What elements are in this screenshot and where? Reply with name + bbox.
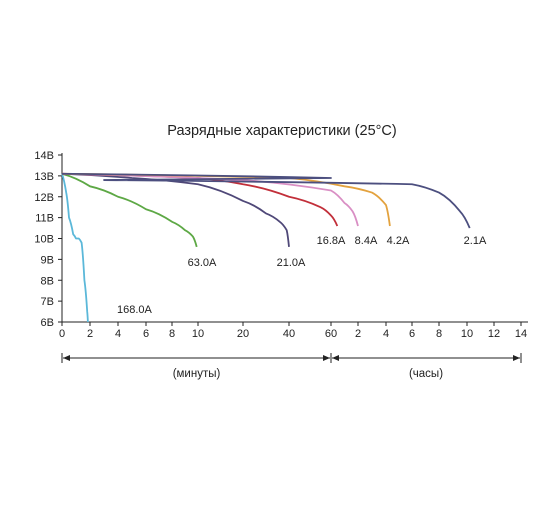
x-tick-label: 12 [488, 328, 500, 340]
segment-label: (минуты) [173, 368, 221, 380]
y-tick-label: 12В [34, 192, 54, 204]
y-tick-label: 8В [41, 275, 54, 287]
x-tick-label: 0 [59, 328, 65, 340]
series-label: 8.4A [355, 235, 378, 247]
segment-arrow-left [63, 355, 70, 361]
series-line-8.4A [61, 172, 359, 227]
x-tick-label: 40 [283, 328, 295, 340]
segment-arrow-left [332, 355, 339, 361]
series-label: 63.0A [188, 257, 217, 269]
x-tick-label: 14 [515, 328, 527, 340]
y-tick-label: 14В [34, 150, 54, 162]
segment-label: (часы) [409, 368, 443, 380]
x-tick-label: 6 [409, 328, 415, 340]
series-label: 16.8A [317, 235, 346, 247]
x-segments: (минуты) (часы) [61, 353, 522, 380]
segment-arrow-right [513, 355, 520, 361]
series-label: 21.0A [277, 257, 306, 269]
x-tick-label: 8 [436, 328, 442, 340]
y-axis: 14В 13В 12В 11В 10В 9В 8В 7В 6В [34, 150, 63, 329]
series-label: 2.1A [464, 235, 487, 247]
y-tick-label: 11В [35, 213, 54, 225]
segment-arrow-right [323, 355, 330, 361]
x-tick-label: 10 [192, 328, 204, 340]
x-tick-label: 60 [325, 328, 337, 340]
series-group: 168.0A 63.0A 21.0A 16.8A 8.4A 4.2A 2.1A [61, 172, 487, 323]
series-label: 4.2A [387, 235, 410, 247]
y-tick-label: 13В [34, 171, 54, 183]
x-tick-label: 6 [143, 328, 149, 340]
series-line-21.0A [61, 172, 290, 247]
x-tick-label: 2 [355, 328, 361, 340]
segment-minutes: (минуты) [61, 353, 332, 380]
chart-title: Разрядные характеристики (25°С) [167, 123, 397, 139]
x-axis: 0 2 4 6 8 10 20 40 60 2 4 6 8 10 12 14 [59, 321, 528, 340]
segment-hours: (часы) [330, 353, 522, 380]
y-tick-label: 7В [41, 296, 54, 308]
y-tick-label: 6В [41, 317, 54, 329]
series-line-2.1A [61, 172, 471, 229]
series-line-63.0A [61, 172, 198, 248]
y-tick-label: 9В [41, 254, 54, 266]
x-tick-label: 2 [87, 328, 93, 340]
x-tick-label: 8 [169, 328, 175, 340]
y-tick-label: 10В [34, 234, 54, 246]
series-label: 168.0A [117, 304, 153, 316]
x-tick-label: 20 [237, 328, 249, 340]
x-tick-label: 10 [461, 328, 473, 340]
x-tick-label: 4 [383, 328, 389, 340]
series-line-168.0A [61, 173, 89, 323]
x-tick-label: 4 [115, 328, 121, 340]
